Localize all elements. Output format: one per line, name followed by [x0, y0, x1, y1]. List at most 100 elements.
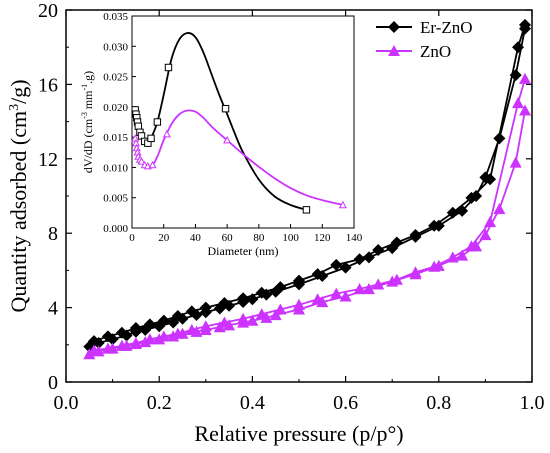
inset-y-axis-title: dV/dD (cm-3 mm-1.g): [80, 71, 95, 173]
main-series-layer: [83, 18, 532, 360]
zno-desorption-point: [372, 278, 385, 290]
zno-desorption-point: [512, 97, 525, 109]
er-zno-desorption-point: [512, 41, 525, 54]
er-zno-desorption-point: [157, 314, 170, 327]
er-zno-desorption-point: [255, 286, 268, 299]
zno-adsorption-point: [223, 319, 236, 331]
inset-axis-ticks: 0 20 40 60 80 100 120 140 0.000 0.005 0.010 0.015 0.…: [103, 11, 363, 244]
zno-adsorption-point: [246, 314, 259, 326]
zno-desorption-point: [218, 316, 231, 328]
er-zno-desorption-point: [519, 18, 532, 31]
er-zno-desorption-point: [101, 330, 114, 343]
er-zno-desorption-point: [484, 173, 497, 186]
zno-desorption-point: [311, 293, 324, 305]
zno-desorption-point: [87, 344, 100, 356]
inset-er-zno-point: [221, 104, 230, 113]
inset-y-tick-label: 0.010: [103, 162, 128, 174]
inset-y-tick-label: 0.005: [103, 193, 128, 205]
inset-y-title-sup2: -1: [80, 84, 89, 91]
er-zno-desorption-point: [199, 301, 212, 314]
zno-desorption-point: [390, 273, 403, 285]
er-zno-desorption-point: [171, 309, 184, 322]
zno-desorption-point: [293, 298, 305, 310]
inset-zno-point: [223, 135, 232, 144]
zno-desorption-point: [428, 260, 441, 272]
er-zno-desorption-point: [465, 191, 478, 204]
inset-er-zno-point: [134, 122, 143, 130]
er-zno-desorption-point: [428, 219, 441, 232]
legend-marker-zno: [388, 45, 400, 56]
zno-adsorption-point: [316, 296, 329, 308]
zno-desorption-point: [129, 336, 142, 349]
er-zno-adsorption-point: [362, 251, 375, 264]
zno-adsorption-point: [456, 249, 469, 261]
er-zno-desorption-point: [311, 268, 324, 281]
main-x-tick-label: 0.8: [426, 392, 451, 414]
zno-adsorption-point: [479, 229, 492, 241]
inset-x-tick-label: 80: [253, 232, 265, 244]
zno-desorption-point: [255, 308, 268, 320]
zno-desorption-point: [101, 342, 114, 354]
er-zno-desorption-point: [129, 322, 142, 335]
inset-plot-frame: [131, 15, 355, 229]
inset-er-zno-point: [147, 134, 155, 143]
er-zno-adsorption-point: [339, 261, 352, 274]
inset-x-tick-label: 20: [158, 232, 170, 244]
zno-adsorption-point: [139, 336, 152, 348]
er-zno-desorption-point: [115, 326, 128, 339]
main-y-axis-title-sup: 3: [7, 104, 22, 111]
zno-desorption-point: [143, 333, 156, 345]
zno-desorption-point: [519, 72, 532, 84]
inset-y-title-mid: mm: [81, 90, 95, 112]
zno-desorption-point: [274, 303, 287, 315]
zno-adsorption-point: [167, 330, 180, 342]
zno-adsorption-point: [519, 104, 532, 116]
zno-adsorption-point: [153, 333, 166, 345]
zno-desorption-point: [157, 330, 170, 342]
inset-zno-point: [148, 160, 157, 169]
zno-adsorption-point: [509, 156, 522, 168]
inset-plot: 0 20 40 60 80 100 120 140 0.000 0.005 0.010 0.015 0.…: [80, 11, 363, 258]
main-y-tick-label: 20: [38, 0, 58, 22]
main-legend: Er-ZnO ZnO: [376, 18, 473, 61]
inset-y-tick-label: 0.035: [103, 11, 128, 23]
main-x-axis-title: Relative pressure (p/p°): [194, 421, 403, 446]
inset-x-tick-label: 100: [282, 232, 299, 244]
zno-desorption-point: [171, 327, 184, 339]
er-zno-desorption-point: [143, 318, 156, 331]
inset-y-title-text: dV/dD (cm: [81, 118, 95, 173]
er-zno-desorption-point: [274, 281, 287, 294]
zno-desorption-point: [237, 312, 250, 324]
main-axis-ticks: 0.0 0.2 0.4 0.6 0.8 1.0 0 4 8 12 16 20: [38, 0, 545, 414]
inset-y-title-sup1: -3: [80, 112, 89, 119]
zno-adsorption-point: [269, 309, 282, 321]
main-y-axis-title: Quantity adsorbed (cm3/g): [6, 79, 31, 312]
zno-desorption-point: [409, 266, 422, 278]
main-y-tick-label: 0: [48, 372, 58, 394]
zno-adsorption-point: [339, 290, 352, 302]
inset-x-tick-label: 60: [222, 232, 234, 244]
zno-adsorption-point: [493, 203, 506, 215]
zno-desorption-point: [199, 320, 212, 332]
inset-x-tick-label: 0: [129, 232, 135, 244]
legend-label-zno: ZnO: [420, 42, 451, 61]
legend-marker-er-zno: [388, 21, 400, 33]
er-zno-desorption-point: [330, 258, 343, 271]
zno-desorption-point: [330, 287, 343, 299]
er-zno-desorption-point: [293, 274, 305, 287]
legend-label-er-zno: Er-ZnO: [420, 18, 473, 37]
inset-er-zno-point: [302, 206, 311, 214]
er-zno-desorption-point: [185, 305, 198, 318]
main-y-tick-label: 4: [48, 298, 58, 320]
inset-er-zno-point: [153, 118, 162, 126]
inset-series-layer: [131, 32, 347, 214]
main-x-tick-label: 0.4: [240, 392, 265, 414]
main-x-tick-label: 0.0: [54, 392, 79, 414]
main-y-tick-label: 12: [38, 149, 58, 171]
zno-desorption-point: [465, 240, 478, 252]
inset-x-tick-label: 40: [190, 232, 202, 244]
er-zno-desorption-point: [390, 236, 403, 249]
inset-x-tick-label: 140: [346, 232, 363, 244]
inset-x-axis-title: Diameter (nm): [208, 244, 279, 258]
